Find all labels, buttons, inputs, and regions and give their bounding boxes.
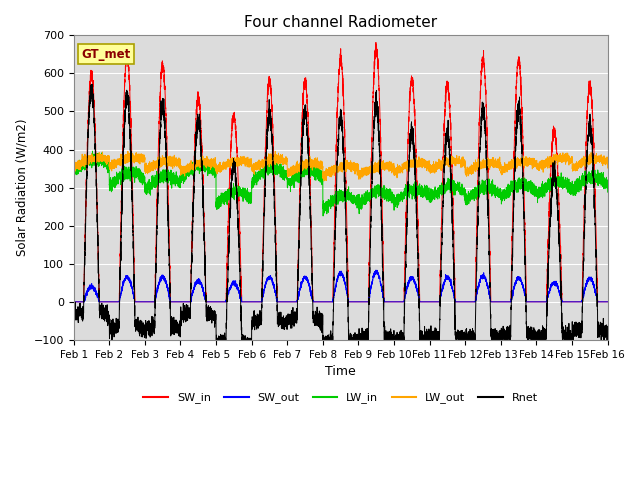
Line: Rnet: Rnet xyxy=(74,84,607,340)
SW_in xyxy=(604,299,611,305)
LW_in xyxy=(575,183,582,189)
Rnet xyxy=(575,325,582,331)
Line: LW_in: LW_in xyxy=(74,151,607,216)
SW_out xyxy=(323,299,330,305)
SW_in xyxy=(323,299,330,305)
LW_out xyxy=(582,155,589,161)
LW_in xyxy=(70,170,77,176)
LW_out xyxy=(460,162,468,168)
Rnet xyxy=(70,314,77,320)
LW_in xyxy=(476,188,483,193)
Rnet xyxy=(88,82,96,87)
Legend: SW_in, SW_out, LW_in, LW_out, Rnet: SW_in, SW_out, LW_in, LW_out, Rnet xyxy=(139,388,542,408)
SW_out xyxy=(575,299,582,305)
LW_out xyxy=(476,162,483,168)
SW_in xyxy=(575,299,582,305)
Rnet xyxy=(323,336,330,341)
Rnet xyxy=(604,331,611,336)
LW_out xyxy=(70,163,77,168)
LW_out xyxy=(320,178,328,184)
Rnet xyxy=(108,337,116,343)
LW_in xyxy=(319,213,327,219)
LW_out xyxy=(575,165,582,171)
X-axis label: Time: Time xyxy=(325,365,356,378)
SW_out xyxy=(581,286,589,292)
SW_out xyxy=(372,267,380,273)
LW_out xyxy=(323,170,330,176)
Y-axis label: Solar Radiation (W/m2): Solar Radiation (W/m2) xyxy=(15,119,28,256)
LW_in xyxy=(582,178,589,184)
Rnet xyxy=(582,202,589,207)
SW_in xyxy=(460,299,468,305)
SW_out xyxy=(252,299,259,305)
SW_out xyxy=(460,299,468,305)
SW_out xyxy=(476,279,483,285)
Rnet xyxy=(476,165,483,170)
Line: SW_in: SW_in xyxy=(74,42,607,302)
SW_in xyxy=(581,165,589,171)
SW_in xyxy=(476,129,483,135)
Title: Four channel Radiometer: Four channel Radiometer xyxy=(244,15,437,30)
LW_out xyxy=(252,162,259,168)
SW_in xyxy=(372,39,380,45)
LW_out xyxy=(604,165,611,171)
Text: GT_met: GT_met xyxy=(82,48,131,60)
SW_in xyxy=(252,299,259,305)
Rnet xyxy=(460,336,468,342)
LW_in xyxy=(460,191,468,197)
LW_in xyxy=(252,177,259,183)
SW_in xyxy=(70,299,77,305)
LW_in xyxy=(323,199,330,204)
SW_out xyxy=(70,299,77,305)
LW_in xyxy=(604,189,611,195)
LW_out xyxy=(124,148,132,154)
Line: LW_out: LW_out xyxy=(74,151,607,181)
Rnet xyxy=(252,317,259,323)
SW_out xyxy=(604,299,611,305)
LW_in xyxy=(89,148,97,154)
Line: SW_out: SW_out xyxy=(74,270,607,302)
